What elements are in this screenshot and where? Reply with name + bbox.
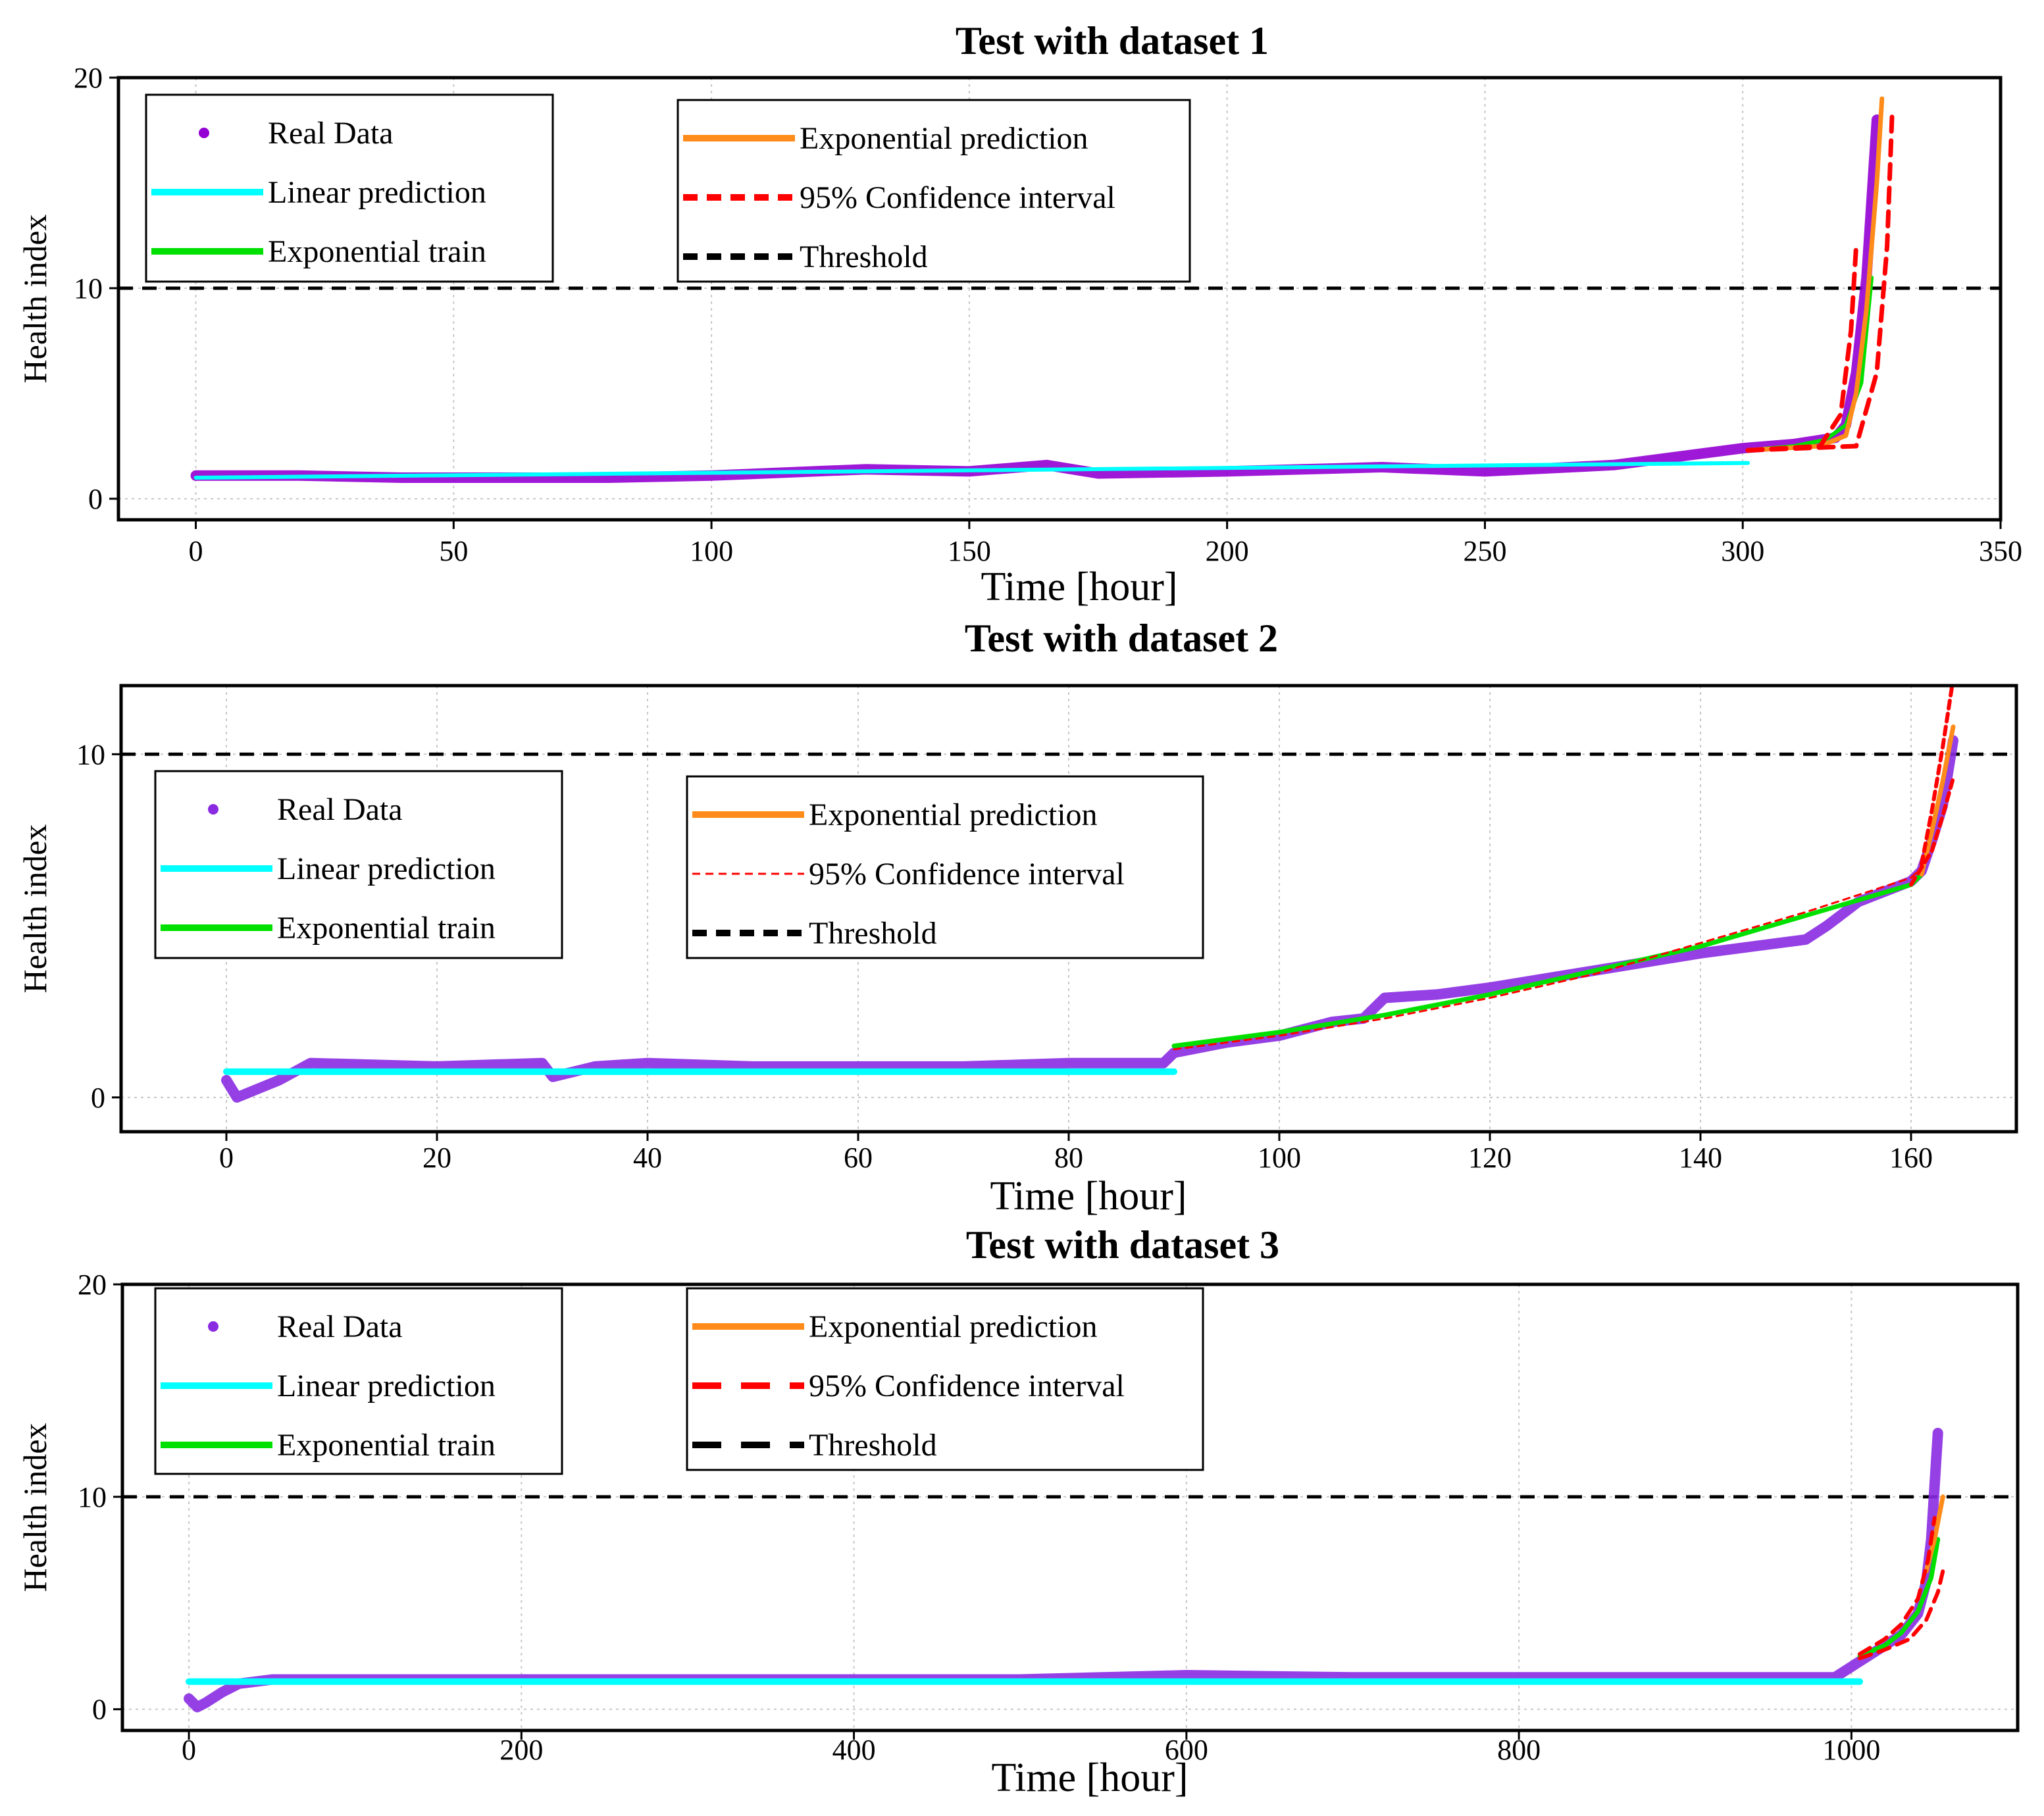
series-group bbox=[190, 96, 1895, 483]
x-tick-label: 50 bbox=[439, 535, 468, 567]
legend-label-1: 95% Confidence interval bbox=[800, 180, 1115, 215]
legend-left: Real Data Linear prediction Exponential tr… bbox=[145, 93, 554, 283]
legend-label-0: Real Data bbox=[268, 116, 394, 151]
legend-label-0: Exponential prediction bbox=[800, 121, 1088, 156]
chart-panel-2: 0 20 40 60 80 100 120 140 160 0 10 Test with datase… bbox=[16, 617, 2018, 1219]
x-tick-label: 20 bbox=[422, 1142, 451, 1174]
x-tick-label: 140 bbox=[1679, 1142, 1722, 1174]
plot-frame bbox=[116, 76, 2003, 522]
chart-panel-1: 0 50 100 150 200 250 300 350 0 10 20 Test with data… bbox=[16, 19, 2022, 609]
series-group bbox=[184, 1428, 1945, 1713]
y-axis-label: Health index bbox=[16, 1423, 53, 1592]
chart-title: Test with dataset 3 bbox=[966, 1223, 1279, 1267]
x-tick-label: 150 bbox=[948, 535, 991, 567]
legend-label-2: Threshold bbox=[800, 240, 928, 274]
x-axis-label: Time [hour] bbox=[981, 565, 1177, 609]
legend-box bbox=[677, 99, 1191, 283]
x-tick-label: 400 bbox=[832, 1734, 876, 1766]
x-tick-label: 200 bbox=[1206, 535, 1249, 567]
x-tick-label: 0 bbox=[189, 535, 203, 567]
x-tick-label: 60 bbox=[844, 1142, 873, 1174]
series-line-3 bbox=[1745, 243, 1859, 453]
legend-sample-0 bbox=[208, 1321, 218, 1332]
x-tick-label: 350 bbox=[1979, 535, 2022, 567]
y-tick-label: 0 bbox=[91, 1082, 105, 1114]
series-line-3 bbox=[1173, 866, 1923, 1051]
legend-label-2: Threshold bbox=[809, 1428, 937, 1463]
y-tick-label: 20 bbox=[78, 1269, 107, 1301]
plot-frame bbox=[120, 1282, 2020, 1732]
series-line-5 bbox=[1909, 776, 1955, 887]
legend-label-1: 95% Confidence interval bbox=[809, 857, 1125, 892]
series-line-0 bbox=[193, 461, 1750, 480]
legend-label-0: Exponential prediction bbox=[809, 797, 1098, 832]
series-line-4 bbox=[1858, 1569, 1945, 1661]
y-tick-label: 20 bbox=[74, 62, 103, 94]
legend-label-2: Exponential train bbox=[268, 234, 486, 269]
chart-panel-3: 0 200 400 600 800 1000 0 10 20 Test with dataset … bbox=[16, 1223, 2020, 1800]
x-tick-label: 160 bbox=[1889, 1142, 1933, 1174]
x-tick-label: 600 bbox=[1165, 1734, 1208, 1766]
legend-label-2: Exponential train bbox=[277, 1428, 496, 1463]
x-tick-label: 0 bbox=[219, 1142, 234, 1174]
series-line-2 bbox=[1919, 724, 1956, 877]
legend-label-2: Exponential train bbox=[277, 911, 496, 946]
x-tick-label: 120 bbox=[1468, 1142, 1512, 1174]
series-real-data bbox=[190, 114, 1882, 483]
legend-left: Real Data Linear prediction Exponential tr… bbox=[154, 770, 563, 959]
legend-box bbox=[686, 775, 1204, 959]
legend-label-1: Linear prediction bbox=[277, 1369, 496, 1403]
chart-title: Test with dataset 2 bbox=[965, 617, 1278, 660]
legend-left: Real Data Linear prediction Exponential tr… bbox=[154, 1287, 563, 1475]
legend-label-0: Real Data bbox=[277, 792, 403, 827]
x-tick-label: 250 bbox=[1463, 535, 1506, 567]
y-tick-label: 10 bbox=[76, 738, 105, 770]
legend-sample-0 bbox=[199, 128, 209, 138]
series-line-4 bbox=[1745, 107, 1895, 453]
y-axis-label: Health index bbox=[16, 824, 53, 994]
y-tick-label: 0 bbox=[88, 483, 103, 515]
x-tick-label: 0 bbox=[182, 1734, 196, 1766]
y-tick-label: 10 bbox=[78, 1481, 107, 1513]
legend-label-1: 95% Confidence interval bbox=[809, 1369, 1125, 1403]
x-axis-label: Time [hour] bbox=[990, 1174, 1187, 1219]
x-tick-label: 1000 bbox=[1822, 1734, 1880, 1766]
legend-sample-0 bbox=[208, 804, 218, 815]
x-tick-label: 300 bbox=[1721, 535, 1764, 567]
x-tick-label: 80 bbox=[1054, 1142, 1083, 1174]
chart-title: Test with dataset 1 bbox=[956, 19, 1269, 63]
legend-label-0: Real Data bbox=[277, 1309, 403, 1344]
series-line-1 bbox=[1857, 1536, 1941, 1659]
legend-label-1: Linear prediction bbox=[277, 851, 496, 886]
legend-right: Exponential prediction 95% Confidence int… bbox=[686, 775, 1204, 959]
legend-label-0: Exponential prediction bbox=[809, 1309, 1098, 1344]
x-tick-label: 100 bbox=[1258, 1142, 1301, 1174]
series-real-data bbox=[221, 735, 1958, 1103]
legend-right: Exponential prediction 95% Confidence int… bbox=[677, 99, 1191, 283]
series-line-4 bbox=[1920, 686, 1955, 867]
x-tick-label: 800 bbox=[1497, 1734, 1541, 1766]
legend-right: Exponential prediction 95% Confidence int… bbox=[686, 1287, 1204, 1471]
y-axis-label: Health index bbox=[16, 214, 53, 384]
x-tick-label: 40 bbox=[633, 1142, 662, 1174]
series-group bbox=[221, 686, 1958, 1103]
series-line-1 bbox=[1171, 872, 1924, 1049]
legend-label-1: Linear prediction bbox=[268, 175, 486, 210]
y-tick-label: 0 bbox=[92, 1694, 107, 1726]
x-axis-label: Time [hour] bbox=[991, 1755, 1188, 1800]
x-tick-label: 200 bbox=[499, 1734, 543, 1766]
legend-label-2: Threshold bbox=[809, 916, 937, 951]
series-line-3 bbox=[1858, 1516, 1937, 1656]
x-tick-label: 100 bbox=[690, 535, 733, 567]
legend-box bbox=[686, 1287, 1204, 1471]
y-tick-label: 10 bbox=[74, 272, 103, 305]
